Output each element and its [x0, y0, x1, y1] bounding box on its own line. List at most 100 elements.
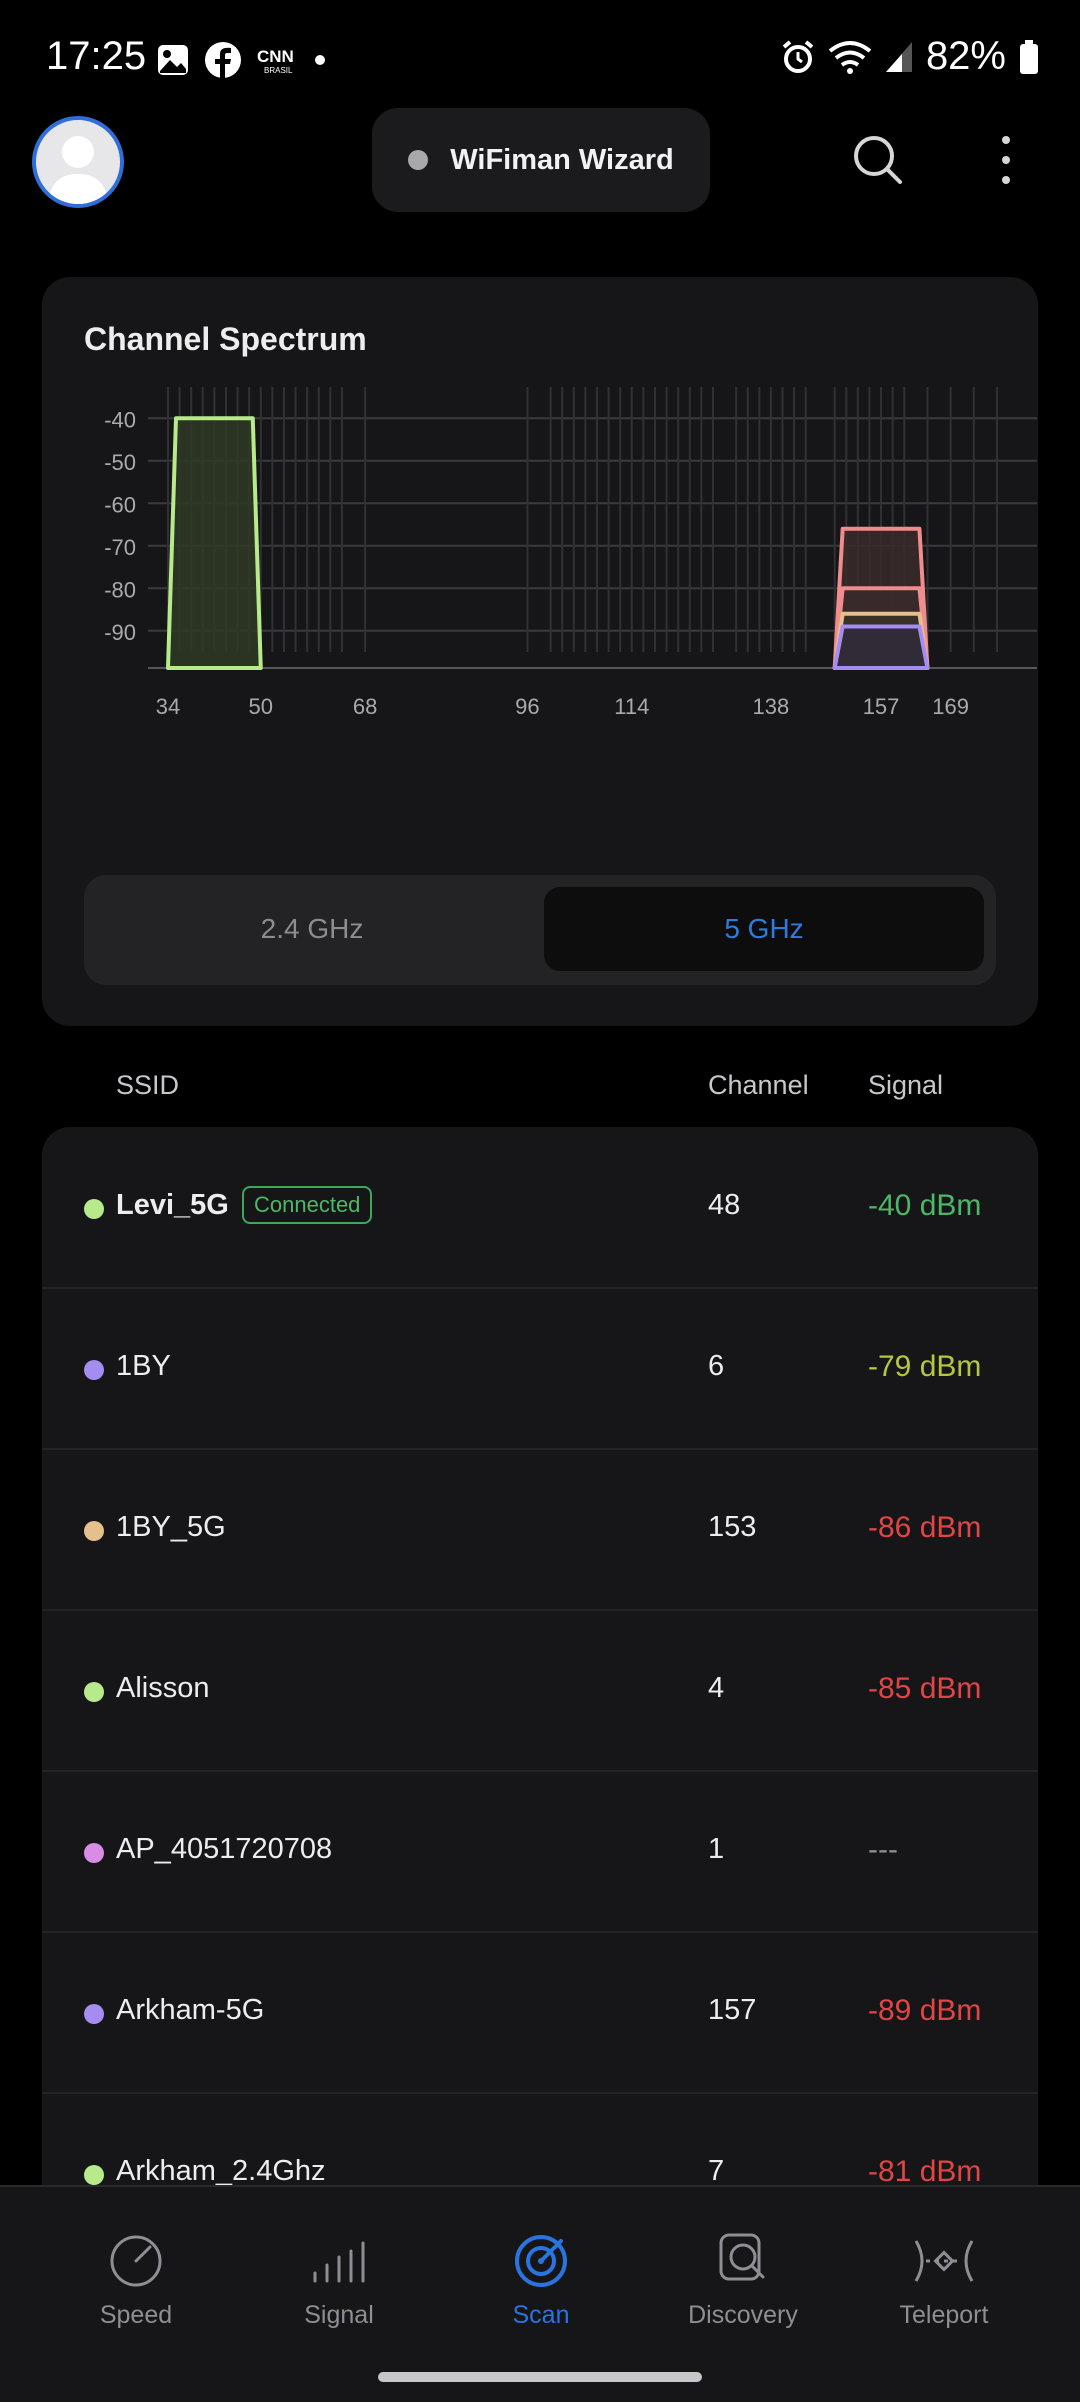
network-row[interactable]: Arkham-5G 157 -89 dBm — [42, 1932, 1038, 2094]
network-row[interactable]: Alisson 4 -85 dBm — [42, 1610, 1038, 1772]
y-tick-label: -80 — [104, 577, 136, 602]
avatar[interactable] — [32, 116, 124, 208]
network-signal: -40 dBm — [868, 1189, 982, 1222]
network-signal: -89 dBm — [868, 1994, 982, 2027]
nav-scan-label: Scan — [512, 2301, 570, 2329]
network-color-dot — [84, 1843, 104, 1863]
facebook-icon — [205, 42, 241, 78]
column-header-channel[interactable]: Channel — [708, 1070, 809, 1100]
network-row[interactable]: 1BY 6 -79 dBm — [42, 1288, 1038, 1450]
column-header-ssid[interactable]: SSID — [116, 1070, 180, 1100]
spectrum-series — [166, 416, 263, 670]
y-tick-label: -90 — [104, 620, 136, 645]
nav-discovery[interactable]: Discovery — [643, 2187, 843, 2347]
network-channel: 6 — [708, 1350, 725, 1382]
nav-speed-label: Speed — [99, 2301, 173, 2329]
nav-teleport-label: Teleport — [899, 2301, 989, 2329]
speedometer-icon — [110, 2235, 162, 2287]
network-ssid: Alisson — [116, 1672, 210, 1704]
network-channel: 157 — [708, 1994, 757, 2026]
alarm-icon — [782, 39, 814, 73]
network-channel: 48 — [708, 1189, 741, 1221]
network-row[interactable]: AP_4051720708 1 --- — [42, 1771, 1038, 1933]
search-icon — [854, 136, 902, 184]
band-option-5ghz[interactable]: 5 GHz — [544, 887, 984, 971]
radar-icon — [515, 2235, 567, 2287]
nav-speed[interactable]: Speed — [36, 2187, 236, 2347]
network-row[interactable]: 1BY_5G 153 -86 dBm — [42, 1449, 1038, 1611]
network-signal: -81 dBm — [868, 2155, 982, 2188]
y-tick-label: -60 — [104, 492, 136, 517]
home-indicator — [378, 2372, 702, 2382]
battery-icon — [1020, 39, 1038, 74]
column-header-signal[interactable]: Signal — [868, 1070, 944, 1100]
channel-spectrum-card: Channel Spectrum -40 -50 -60 -70 -80 -90 34 50 6… — [42, 277, 1038, 1026]
x-tick-label: 50 — [249, 694, 273, 719]
network-color-dot — [84, 2165, 104, 2185]
nav-teleport[interactable]: Teleport — [844, 2187, 1044, 2347]
spectrum-series — [832, 624, 930, 670]
band-toggle: 2.4 GHz 5 GHz — [84, 875, 996, 985]
network-ssid: Levi_5G — [116, 1189, 229, 1221]
network-signal: --- — [868, 1833, 898, 1866]
status-time: 17:25 — [46, 34, 147, 78]
network-channel: 153 — [708, 1511, 757, 1543]
y-tick-label: -50 — [104, 450, 136, 475]
network-color-dot — [84, 1682, 104, 1702]
network-ssid: Arkham_2.4Ghz — [116, 2155, 326, 2187]
search-button[interactable] — [850, 132, 906, 188]
dot-icon — [315, 55, 325, 65]
teleport-icon — [914, 2240, 974, 2282]
signal-icon — [885, 41, 912, 72]
status-right: 82% — [780, 34, 1040, 79]
avatar-icon — [48, 136, 108, 204]
x-tick-label: 138 — [753, 694, 790, 719]
bottom-navigation: Speed Signal Scan Discovery Teleport — [0, 2185, 1080, 2402]
notification-icons: CNN BRASIL — [156, 42, 330, 78]
network-ssid: 1BY_5G — [116, 1511, 226, 1543]
device-search-icon — [719, 2233, 765, 2281]
svg-text:CNN: CNN — [257, 47, 294, 66]
svg-text:BRASIL: BRASIL — [264, 66, 293, 75]
connected-badge: Connected — [242, 1186, 373, 1224]
wizard-button[interactable]: WiFiman Wizard — [372, 108, 710, 212]
x-tick-label: 157 — [863, 694, 900, 719]
network-ssid: AP_4051720708 — [116, 1833, 333, 1865]
network-ssid: 1BY — [116, 1350, 171, 1382]
more-vertical-icon — [1002, 136, 1010, 184]
network-signal: -79 dBm — [868, 1350, 982, 1383]
network-color-dot — [84, 1199, 104, 1219]
network-row[interactable]: Levi_5G Connected 48 -40 dBm — [42, 1127, 1038, 1289]
x-tick-label: 114 — [614, 694, 649, 719]
network-signal: -85 dBm — [868, 1672, 982, 1705]
x-tick-label: 169 — [932, 694, 969, 719]
wizard-status-dot — [408, 150, 429, 170]
battery-percent: 82% — [925, 34, 1006, 78]
nav-signal-label: Signal — [304, 2301, 374, 2329]
network-channel: 7 — [708, 2155, 725, 2187]
spectrum-chart: -40 -50 -60 -70 -80 -90 34 50 68 96 114 138 157 169 — [104, 387, 1037, 719]
network-color-dot — [84, 1521, 104, 1541]
y-tick-label: -70 — [104, 535, 136, 560]
x-tick-label: 96 — [515, 694, 539, 719]
wifi-icon — [828, 40, 872, 74]
network-channel: 4 — [708, 1672, 725, 1704]
wizard-label: WiFiman Wizard — [450, 143, 674, 176]
gallery-icon — [158, 45, 188, 75]
network-signal: -86 dBm — [868, 1511, 982, 1544]
network-color-dot — [84, 1360, 104, 1380]
network-channel: 1 — [708, 1833, 725, 1865]
nav-scan[interactable]: Scan — [441, 2187, 641, 2347]
more-options-button[interactable] — [980, 130, 1032, 190]
nav-signal[interactable]: Signal — [239, 2187, 439, 2347]
band-option-2-4ghz[interactable]: 2.4 GHz — [260, 913, 364, 944]
x-tick-label: 34 — [156, 694, 180, 719]
network-row[interactable]: Arkham_2.4Ghz 7 -81 dBm — [42, 2093, 1038, 2255]
network-color-dot — [84, 2004, 104, 2024]
nav-discovery-label: Discovery — [688, 2301, 798, 2329]
signal-bars-icon — [313, 2241, 365, 2283]
spectrum-title: Channel Spectrum — [84, 321, 367, 357]
x-tick-label: 68 — [353, 694, 377, 719]
y-tick-label: -40 — [104, 407, 136, 432]
